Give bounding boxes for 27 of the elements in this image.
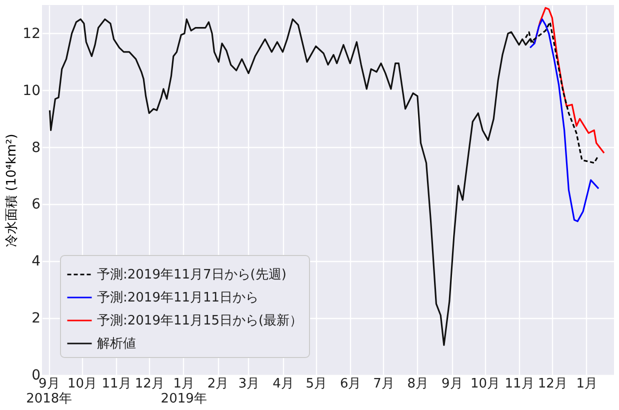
x-tick-label: 2月 [207, 376, 229, 392]
x-tick-label: 5月 [306, 376, 327, 392]
x-tick-label: 10月 [470, 376, 500, 392]
y-axis-title: 冷水面積 (10⁴km²) [4, 134, 20, 248]
x-tick-label: 11月 [504, 376, 534, 392]
x-tick-label: 7月 [373, 376, 394, 392]
legend-label: 解析値 [97, 336, 136, 352]
x-tick-label: 12月 [538, 376, 568, 392]
y-tick-label: 4 [32, 254, 41, 270]
y-tick-label: 0 [32, 368, 40, 384]
y-tick-label: 8 [32, 140, 40, 156]
line-series [524, 21, 598, 164]
x-tick-label: 3月 [238, 376, 260, 392]
y-tick-label: 12 [22, 26, 40, 42]
legend-label: 予測:2019年11月11日から [97, 290, 259, 306]
legend-label: 予測:2019年11月15日から(最新） [97, 314, 303, 328]
legend-label: 予測:2019年11月7日から(先週) [97, 268, 286, 282]
x-tick-label: 6月 [340, 376, 362, 392]
x-tick-label: 1月 [576, 376, 598, 392]
y-tick-label: 6 [32, 196, 41, 213]
y-tick-label: 2 [32, 310, 40, 327]
x-tick-label: 8月 [407, 376, 429, 392]
line-series [529, 18, 600, 222]
x-tick-label: 11月 [102, 376, 132, 392]
x-tick-label: 9月 [442, 376, 463, 392]
x-tick-label: 4月 [272, 376, 294, 392]
y-tick-label: 10 [22, 82, 40, 99]
